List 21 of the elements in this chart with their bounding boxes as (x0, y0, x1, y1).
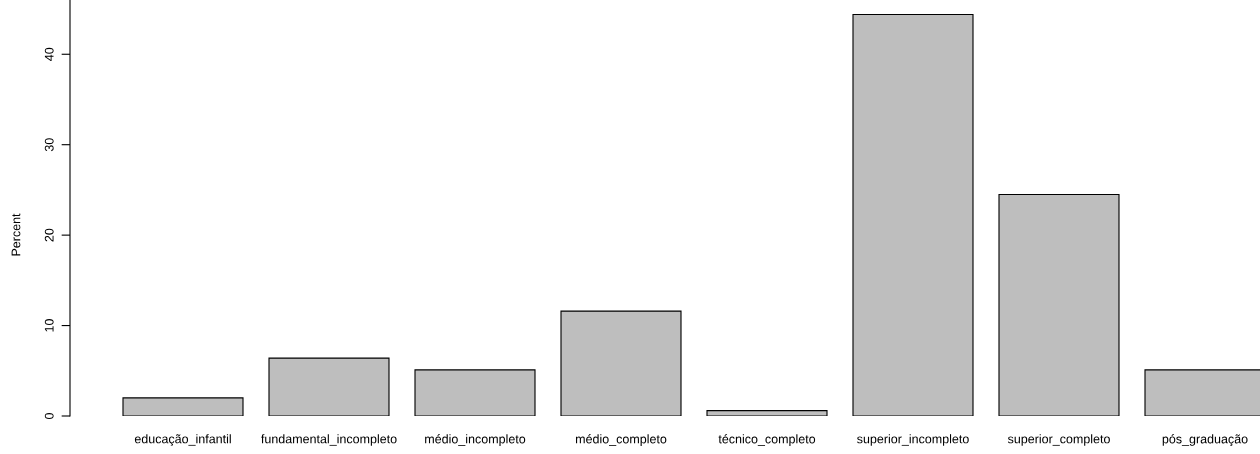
bar (268, 357, 390, 416)
y-tick-label: 10 (44, 319, 54, 332)
bar (560, 310, 682, 416)
x-tick-label: médio_completo (575, 434, 667, 446)
bar (706, 410, 828, 416)
x-tick-label: médio_incompleto (425, 434, 526, 446)
x-tick-label: técnico_completo (718, 434, 816, 446)
y-tick-label: 0 (44, 413, 54, 419)
bar (852, 13, 974, 416)
bar (998, 193, 1120, 416)
bar (414, 369, 536, 416)
x-tick-label: pós_graduação (1162, 434, 1248, 446)
y-axis-title: Percent (11, 213, 21, 256)
x-tick-label: educação_infantil (134, 434, 231, 446)
x-tick-label: superior_completo (1007, 434, 1110, 446)
y-tick-label: 20 (44, 228, 54, 242)
x-tick-label: superior_incompleto (857, 434, 969, 446)
bar (122, 397, 244, 416)
x-tick-label: fundamental_incompleto (261, 434, 397, 446)
y-tick-label: 30 (44, 138, 54, 152)
y-tick-label: 40 (44, 47, 54, 61)
